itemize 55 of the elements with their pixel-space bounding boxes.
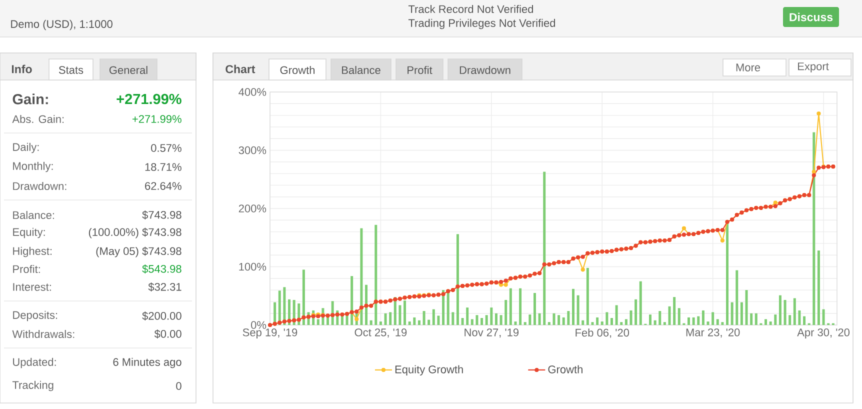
text: Info (12, 64, 32, 74)
text: 18.71% (145, 163, 182, 171)
text: Equity: (13, 228, 45, 238)
y-tick-label: 100% (239, 262, 266, 271)
y-tick-label: 0% (251, 321, 266, 329)
text: More (736, 64, 760, 72)
text: Discuss (790, 12, 833, 22)
text: +271.99% (132, 115, 182, 123)
text: 6 Minutes ago (113, 358, 182, 368)
y-tick-label: 300% (238, 146, 266, 154)
text: Track Record Not Verified (408, 4, 534, 14)
text: Drawdown: (13, 182, 66, 190)
text: Monthly: (13, 162, 53, 172)
text: $200.00 (142, 312, 182, 320)
x-tick-label: Apr 30, '20 (797, 328, 850, 338)
text: Profit (408, 66, 432, 74)
x-tick-label: Sep 19, '19 (242, 328, 298, 338)
legend-label: Equity Growth (395, 365, 463, 376)
text: Tracking (12, 380, 54, 392)
text: Export (798, 62, 829, 72)
text: 62.64% (145, 182, 182, 190)
x-tick-label: Feb 06, '20 (576, 328, 630, 338)
text: Demo (USD), 1:1000 (11, 20, 112, 30)
text: $543.98 (142, 264, 182, 274)
chart-title: Chart (226, 64, 256, 74)
y-tick-label: 200% (238, 204, 266, 212)
text: Daily: (13, 142, 39, 154)
x-tick-label: Nov 27, '19 (464, 328, 519, 338)
text: Trading Privileges Not Verified (408, 18, 556, 30)
x-tick-label: Mar 23, '20 (686, 328, 740, 338)
text: 0.57% (151, 144, 182, 152)
text: (May 05) $743.98 (96, 246, 182, 258)
text: 0 (176, 382, 182, 390)
x-tick-label: Oct 25, '19 (354, 328, 407, 338)
text: Withdrawals: (12, 330, 74, 338)
text: Interest: (13, 283, 51, 291)
text: $743.98 (142, 210, 182, 220)
text: $32.31 (148, 282, 182, 292)
text: Balance: (13, 210, 54, 220)
text: Growth (280, 66, 315, 74)
text: Deposits: (13, 310, 58, 322)
legend-label: Growth (548, 365, 582, 374)
text: Balance (342, 66, 380, 74)
text: Profit: (13, 264, 40, 274)
text: Updated: (13, 358, 56, 368)
text: (100.00%) $743.98 (88, 228, 182, 238)
text: Highest: (13, 246, 52, 258)
text: Drawdown (460, 66, 510, 74)
y-tick-label: 400% (238, 88, 266, 96)
text: +271.99% (116, 94, 182, 104)
text: $0.00 (154, 330, 182, 338)
text: Abs. Gain: (12, 114, 64, 124)
text: General (109, 66, 148, 74)
text: Stats (58, 66, 84, 74)
text: Gain: (12, 94, 48, 104)
